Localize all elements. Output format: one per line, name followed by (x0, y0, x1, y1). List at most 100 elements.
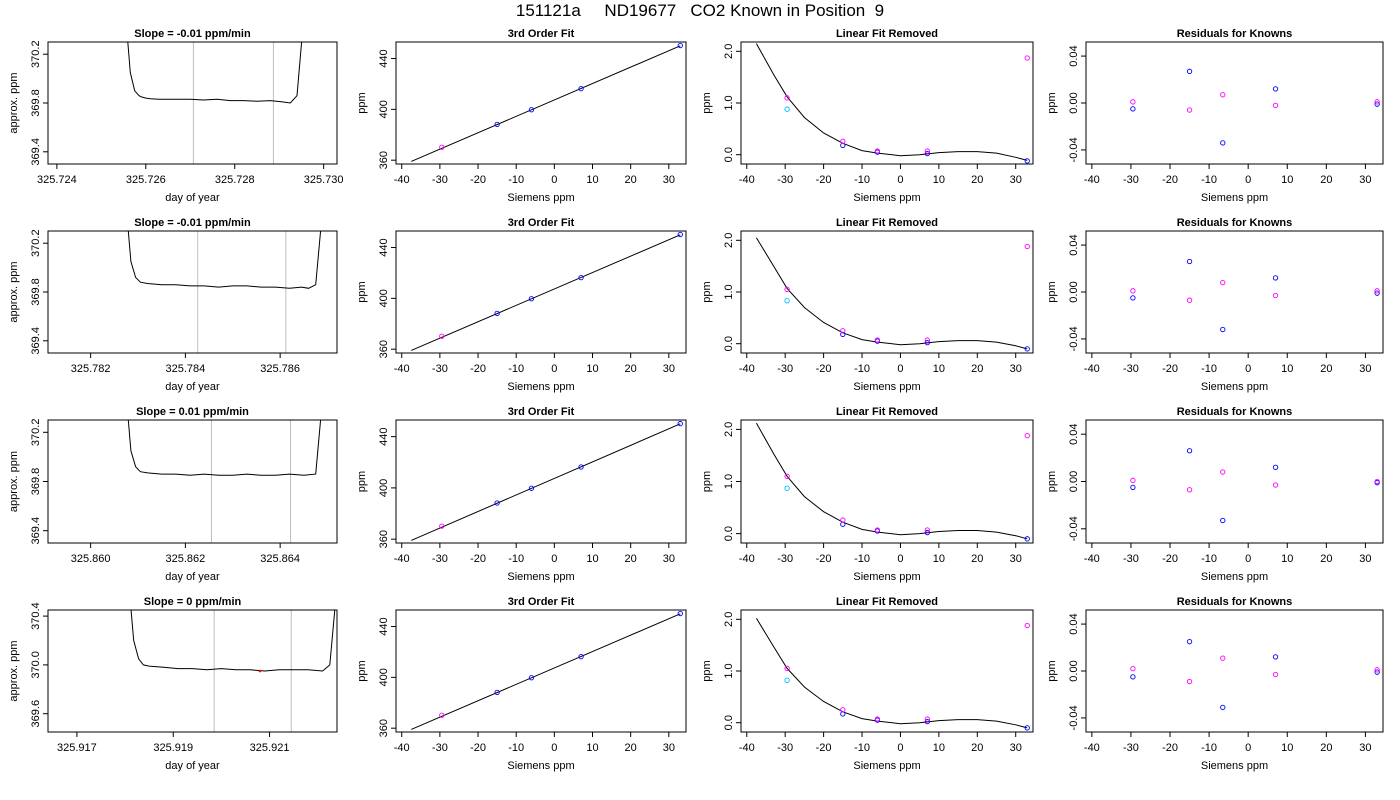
panel-title: 3rd Order Fit (508, 217, 575, 229)
plot-area (755, 43, 1030, 164)
x-axis-label: Siemens ppm (1201, 381, 1268, 393)
data-point (784, 473, 790, 479)
y-axis-label: ppm (1046, 281, 1058, 302)
x-tick-label: 0 (1245, 553, 1251, 565)
x-tick-label: 325.864 (260, 553, 300, 565)
panel-frame (47, 230, 338, 354)
data-point (1186, 297, 1193, 303)
data-point (578, 653, 584, 660)
panel-title: Slope = 0 ppm/min (144, 596, 242, 608)
data-point (1272, 671, 1279, 678)
data-point (1220, 517, 1226, 524)
panel-title: Linear Fit Removed (836, 406, 938, 418)
data-point (1272, 102, 1279, 108)
data-point (677, 610, 683, 617)
x-tick-label: 0 (1245, 174, 1251, 186)
panel-title: Residuals for Knowns (1177, 596, 1293, 608)
y-tick-label: 370.2 (30, 419, 42, 447)
x-tick-label: -10 (508, 363, 524, 375)
data-point (1024, 158, 1030, 164)
x-tick-label: -20 (470, 742, 486, 754)
x-tick-label: 30 (1359, 742, 1371, 754)
data-point (1186, 107, 1193, 113)
x-tick-label: 10 (933, 742, 945, 754)
plot-area (1130, 68, 1380, 146)
data-point (784, 286, 790, 293)
data-point (1374, 478, 1380, 485)
y-tick-label: 0.04 (1068, 423, 1080, 444)
y-axis-label: ppm (356, 471, 368, 492)
plot-area (755, 237, 1030, 352)
x-tick-label: 10 (586, 174, 598, 186)
data-point (1130, 674, 1136, 680)
x-tick-label: 325.726 (126, 174, 166, 186)
x-tick-label: -10 (1201, 174, 1217, 186)
plot-area (1130, 258, 1380, 333)
x-tick-label: -20 (816, 174, 832, 186)
data-point (1220, 92, 1226, 98)
data-point (1220, 469, 1226, 475)
x-axis-label: Siemens ppm (853, 571, 920, 583)
y-tick-label: 0.00 (1068, 471, 1080, 492)
x-tick-label: 0 (897, 553, 903, 565)
data-point (1024, 622, 1030, 629)
plot-area (1130, 448, 1380, 524)
panel-title: Slope = 0.01 ppm/min (136, 406, 249, 418)
x-tick-label: -10 (1201, 363, 1217, 375)
data-point (924, 340, 930, 346)
y-axis-label: ppm (701, 92, 713, 113)
x-tick-label: 30 (663, 742, 675, 754)
panel-title: 3rd Order Fit (508, 596, 575, 608)
data-point (924, 148, 930, 154)
x-tick-label: -40 (1084, 553, 1100, 565)
panel-title: 3rd Order Fit (508, 28, 575, 40)
x-axis-label: day of year (165, 571, 220, 583)
plot-area (411, 231, 683, 351)
x-tick-label: 20 (625, 553, 637, 565)
x-tick-label: 10 (586, 553, 598, 565)
x-axis-label: Siemens ppm (1201, 192, 1268, 204)
panel-frame (395, 419, 687, 544)
x-tick-label: -10 (508, 742, 524, 754)
y-axis-label: approx. ppm (8, 451, 20, 512)
x-tick-label: -30 (777, 742, 793, 754)
y-tick-label: 370.2 (30, 40, 42, 68)
data-point (1186, 678, 1193, 685)
x-tick-label: -20 (1162, 363, 1178, 375)
x-tick-label: -10 (508, 553, 524, 565)
panel-title: Linear Fit Removed (836, 596, 938, 608)
data-point (528, 107, 535, 113)
y-tick-label: -0.04 (1068, 705, 1080, 730)
trace-marker (258, 669, 262, 673)
y-axis-label: ppm (1046, 471, 1058, 492)
x-tick-label: 30 (1359, 553, 1371, 565)
x-tick-label: 10 (1281, 553, 1293, 565)
fit-curve (755, 422, 1028, 540)
data-point (1374, 99, 1380, 105)
plot-area (127, 42, 303, 164)
x-axis-label: Siemens ppm (1201, 571, 1268, 583)
y-tick-label: 370.2 (30, 229, 42, 257)
data-point (1272, 86, 1279, 92)
y-tick-label: 440 (378, 617, 390, 635)
x-axis-label: Siemens ppm (853, 760, 920, 772)
y-tick-label: 400 (378, 668, 390, 686)
x-tick-label: 325.730 (304, 174, 344, 186)
x-tick-label: -10 (1201, 742, 1217, 754)
data-point (494, 689, 500, 695)
y-axis-label: ppm (701, 471, 713, 492)
x-tick-label: 20 (1320, 553, 1332, 565)
fit-line (411, 234, 681, 351)
data-point (1272, 482, 1279, 488)
data-point (840, 328, 846, 334)
x-tick-label: -10 (508, 174, 524, 186)
y-tick-label: 0.04 (1068, 613, 1080, 634)
panel-0-0: Slope = -0.01 ppm/min 325.724 325.726 325.7… (8, 28, 344, 204)
trace-line (130, 610, 336, 672)
plot-area (755, 422, 1030, 542)
x-tick-label: 0 (551, 363, 557, 375)
y-axis-label: approx. ppm (8, 640, 20, 701)
x-tick-label: -40 (739, 174, 755, 186)
x-tick-label: -30 (1123, 742, 1139, 754)
